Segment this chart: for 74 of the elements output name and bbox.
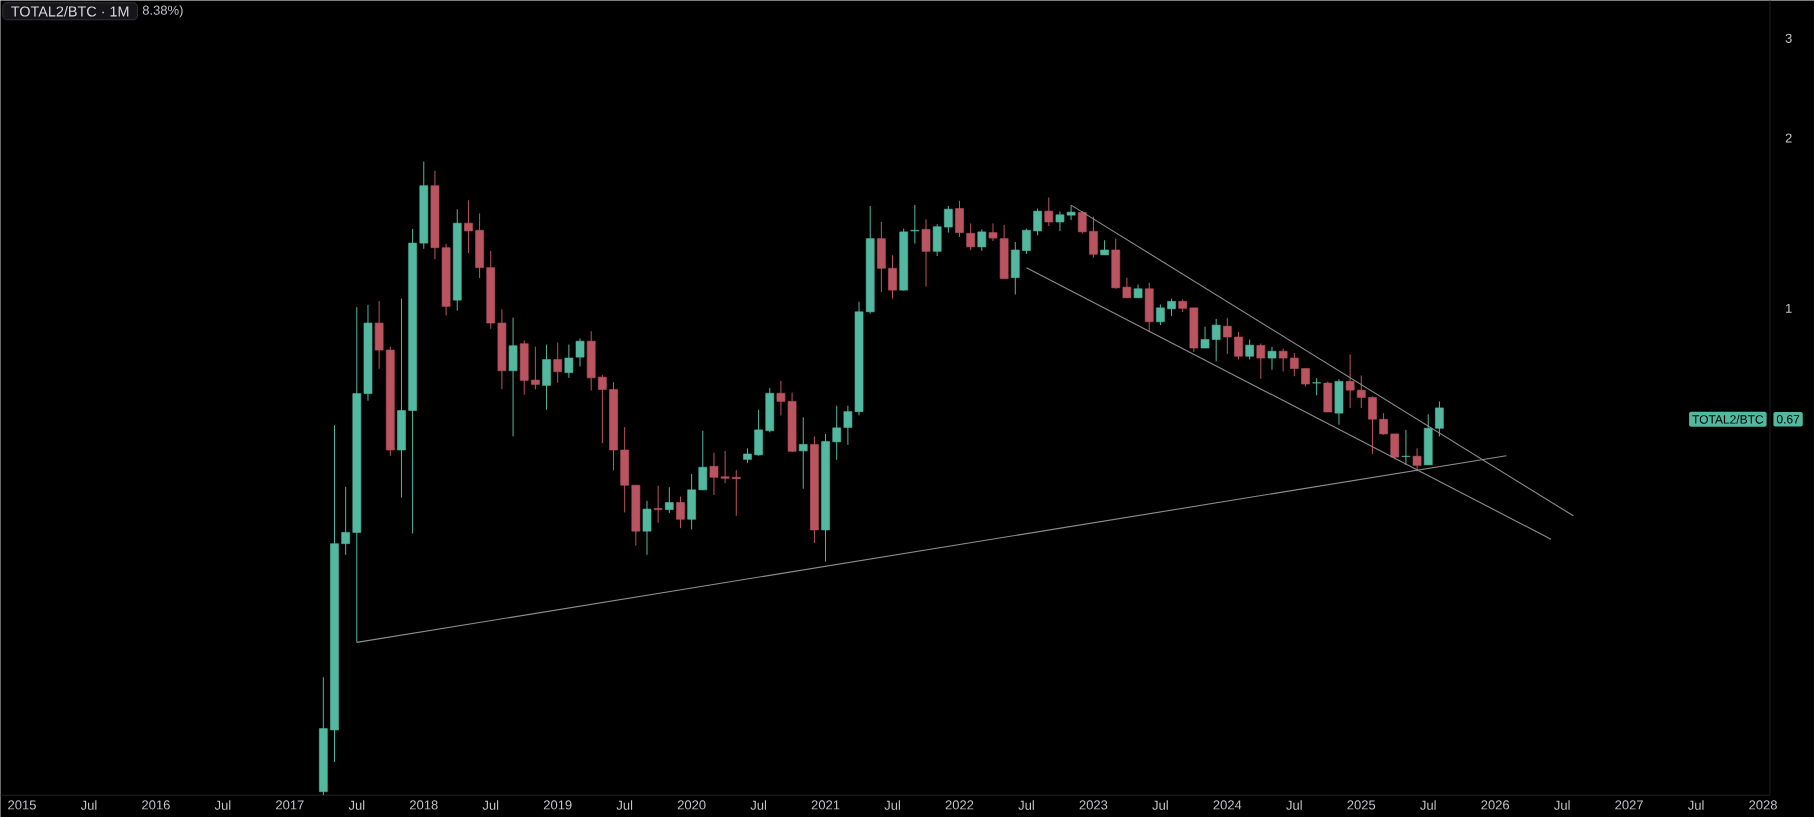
x-tick-label: Jul: [80, 800, 97, 810]
x-tick-label: 2028: [1749, 800, 1777, 810]
candlestick: [1234, 331, 1243, 360]
candlestick: [798, 416, 808, 490]
chart-subtitle: 8.38%): [142, 5, 183, 18]
x-tick-label: Jul: [750, 800, 767, 810]
x-tick-label: Jul: [884, 800, 900, 810]
x-tick-label: 2024: [1213, 800, 1242, 810]
chart-title: TOTAL2/BTC · 1M: [11, 5, 129, 17]
x-tick-label: 2023: [1079, 800, 1108, 810]
candlestick: [1223, 317, 1232, 355]
x-tick-label: Jul: [1687, 800, 1704, 810]
candlestick: [1379, 412, 1388, 436]
candlestick: [642, 500, 652, 556]
candlestick: [698, 430, 708, 491]
x-tick-label: 2021: [811, 800, 840, 810]
candlestick: [341, 486, 350, 556]
x-tick-label: 2016: [142, 800, 170, 810]
candlestick: [531, 345, 540, 390]
candlestick: [966, 222, 975, 251]
text: 0.67: [1776, 414, 1800, 424]
candlestick: [1356, 374, 1366, 409]
candlestick: [653, 485, 663, 524]
candlestick: [1256, 342, 1266, 380]
candlestick: [1435, 400, 1444, 437]
candlestick: [977, 228, 987, 252]
candlestick: [553, 341, 563, 384]
candlestick: [731, 469, 741, 517]
x-tick-label: Jul: [1286, 800, 1302, 810]
candlestick: [1044, 196, 1054, 227]
x-tick-label: 2020: [677, 800, 706, 810]
candlestick: [1033, 207, 1042, 236]
candlestick: [888, 254, 897, 299]
candlestick: [1368, 395, 1377, 455]
candlestick: [1156, 303, 1165, 326]
y-tick-label: 2: [1785, 133, 1792, 143]
candlestick: [1278, 347, 1288, 372]
candlestick: [1390, 433, 1400, 460]
x-tick-label: Jul: [616, 800, 633, 810]
candlestick: [1289, 352, 1299, 377]
candlestick: [1245, 338, 1254, 360]
candlestick: [598, 374, 607, 444]
x-tick-label: 2015: [8, 800, 36, 810]
x-tick-label: Jul: [1018, 800, 1034, 810]
candlestick: [1211, 318, 1221, 362]
x-tick-label: 2026: [1481, 800, 1510, 810]
candlestick: [832, 405, 842, 461]
x-tick-label: 2018: [409, 800, 438, 810]
candlestick: [464, 199, 473, 254]
candlestick: [1200, 326, 1210, 349]
candlestick: [1089, 215, 1098, 259]
x-tick-label: Jul: [1554, 800, 1570, 810]
x-tick-label: 2019: [543, 800, 572, 810]
candlestick: [921, 218, 931, 288]
y-tick-label: 1: [1786, 303, 1792, 313]
x-tick-label: Jul: [214, 800, 231, 810]
x-tick-label: Jul: [482, 800, 499, 810]
candlestick: [944, 205, 953, 233]
candlestick: [1267, 346, 1277, 371]
candlestick: [910, 204, 920, 245]
x-tick-label: 2027: [1615, 800, 1643, 810]
x-tick-label: 2022: [945, 800, 974, 810]
x-tick-label: 2025: [1347, 800, 1376, 810]
x-tick-label: Jul: [348, 800, 365, 810]
candlestick: [676, 495, 685, 529]
candlestick: [1022, 228, 1031, 255]
y-tick-label: 3: [1785, 33, 1792, 43]
x-tick-label: Jul: [1152, 800, 1168, 810]
annotation: TOTAL2/BTC: [1692, 414, 1764, 424]
x-tick-label: 2017: [276, 800, 304, 810]
candlestick: [1345, 353, 1355, 409]
candlestick: [1401, 429, 1411, 466]
candlestick: [665, 486, 674, 514]
x-tick-label: Jul: [1420, 800, 1436, 810]
